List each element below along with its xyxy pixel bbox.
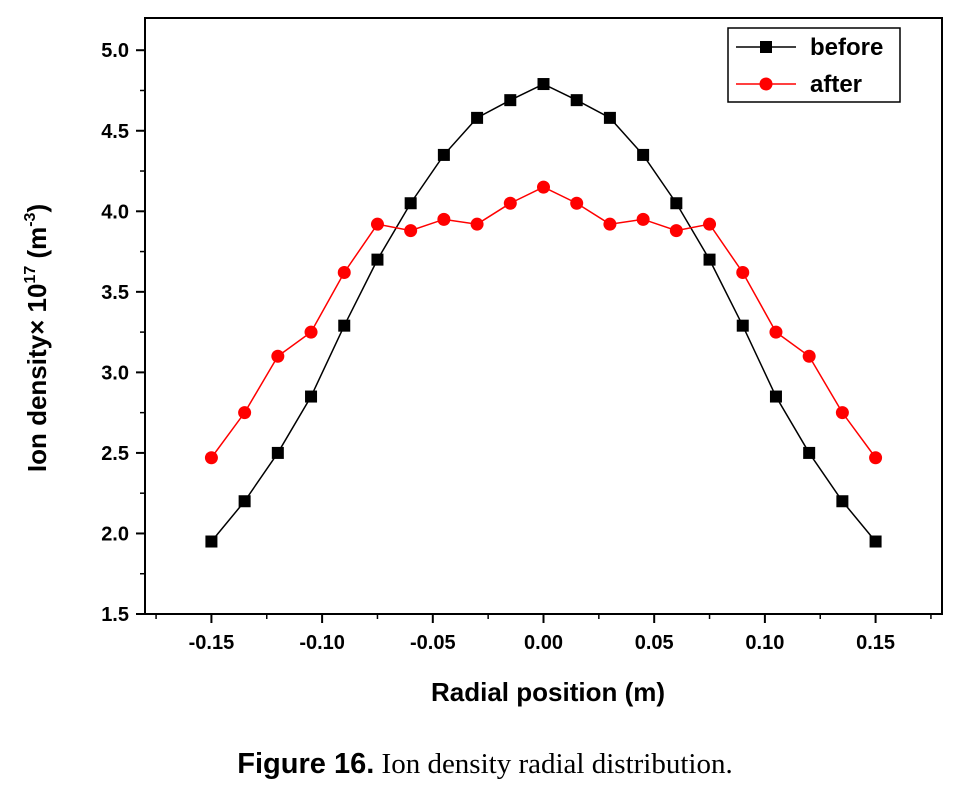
series-after <box>204 180 883 465</box>
data-point-after <box>570 196 584 210</box>
data-point-before <box>869 535 882 548</box>
legend-item-after: after <box>736 71 862 98</box>
data-point-after <box>869 451 883 465</box>
series-before <box>205 78 882 548</box>
data-point-before <box>371 253 384 266</box>
y-tick-label: 5.0 <box>101 40 129 62</box>
data-point-before <box>437 148 450 161</box>
y-tick-label: 2.5 <box>101 443 129 465</box>
data-point-after <box>204 451 218 465</box>
data-point-before <box>305 390 318 403</box>
data-point-after <box>537 180 550 194</box>
data-point-before <box>570 94 583 107</box>
y-tick-label: 3.0 <box>101 362 129 384</box>
x-tick-label: 0.00 <box>524 632 563 654</box>
ion-density-chart: -0.15 -0.10 -0.05 0.00 0.05 0.10 0.15 1.5 2.0 2.… <box>22 17 943 707</box>
legend-label: after <box>810 71 862 98</box>
data-point-before <box>271 446 284 459</box>
y-tick-label: 4.0 <box>101 201 129 223</box>
data-point-after <box>802 349 816 363</box>
data-point-before <box>338 319 351 332</box>
x-tick-label: 0.15 <box>856 632 895 654</box>
y-tick-label: 4.5 <box>101 121 129 143</box>
data-point-after <box>736 266 750 280</box>
data-point-before <box>603 111 616 124</box>
caption-label: Figure 16. <box>237 748 375 780</box>
x-tick-label: -0.10 <box>299 632 345 654</box>
y-axis-title-unit-exponent: -3 <box>22 212 39 226</box>
x-tick-label: 0.05 <box>635 632 674 654</box>
data-point-after <box>238 406 252 420</box>
data-point-after <box>437 212 451 226</box>
data-point-before <box>803 446 816 459</box>
y-tick-label: 3.5 <box>101 282 129 304</box>
data-point-after <box>669 224 683 238</box>
y-tick-label: 1.5 <box>101 604 129 626</box>
x-tick-label: -0.15 <box>189 632 235 654</box>
data-point-before <box>736 319 749 332</box>
data-point-after <box>636 212 650 226</box>
y-tick-label: 2.0 <box>101 523 129 545</box>
data-point-after <box>370 217 384 231</box>
data-point-after <box>470 217 484 231</box>
data-point-after <box>603 217 617 231</box>
legend-marker <box>760 41 772 53</box>
data-point-before <box>537 78 550 91</box>
data-point-after <box>404 224 418 238</box>
data-point-after <box>304 325 318 339</box>
data-point-before <box>670 197 683 210</box>
caption-text: Ion density radial distribution. <box>374 748 733 780</box>
data-point-after <box>835 406 849 420</box>
y-axis-title-unit-open: (m <box>22 227 52 266</box>
y-axis-title-unit-close: ) <box>22 204 52 213</box>
y-axis-title: Ion density× 1017 (m-3) <box>22 204 52 472</box>
legend-label: before <box>810 34 883 61</box>
data-point-before <box>205 535 218 548</box>
plot-frame <box>144 17 943 615</box>
x-tick-label: -0.05 <box>410 632 456 654</box>
x-tick-label: 0.10 <box>745 632 784 654</box>
figure-caption: Figure 16. Ion density radial distributi… <box>0 748 970 781</box>
data-point-after <box>503 196 517 210</box>
data-point-before <box>471 111 484 124</box>
legend-item-before: before <box>736 34 883 61</box>
data-point-before <box>703 253 716 266</box>
legend-marker <box>759 77 773 91</box>
data-point-before <box>836 495 849 508</box>
x-axis-title: Radial position (m) <box>431 677 665 707</box>
y-axis-title-exponent: 17 <box>22 266 39 284</box>
data-point-after <box>337 266 351 280</box>
series-layer <box>204 78 883 548</box>
data-point-before <box>769 390 782 403</box>
x-axis: -0.15 -0.10 -0.05 0.00 0.05 0.10 0.15 <box>155 614 932 654</box>
data-point-before <box>404 197 417 210</box>
plot-border <box>144 17 943 615</box>
data-point-before <box>637 148 650 161</box>
series-line-after <box>210 186 877 459</box>
y-axis-title-prefix: Ion density× 10 <box>22 284 52 473</box>
legend-box <box>727 27 901 103</box>
series-line-before <box>210 83 877 542</box>
legend: before after <box>727 27 901 103</box>
data-point-before <box>504 94 517 107</box>
data-point-after <box>769 325 783 339</box>
data-point-after <box>271 349 285 363</box>
data-point-after <box>703 217 717 231</box>
y-axis: 1.5 2.0 2.5 3.0 3.5 4.0 4.5 5.0 <box>101 40 145 626</box>
data-point-before <box>238 495 251 508</box>
